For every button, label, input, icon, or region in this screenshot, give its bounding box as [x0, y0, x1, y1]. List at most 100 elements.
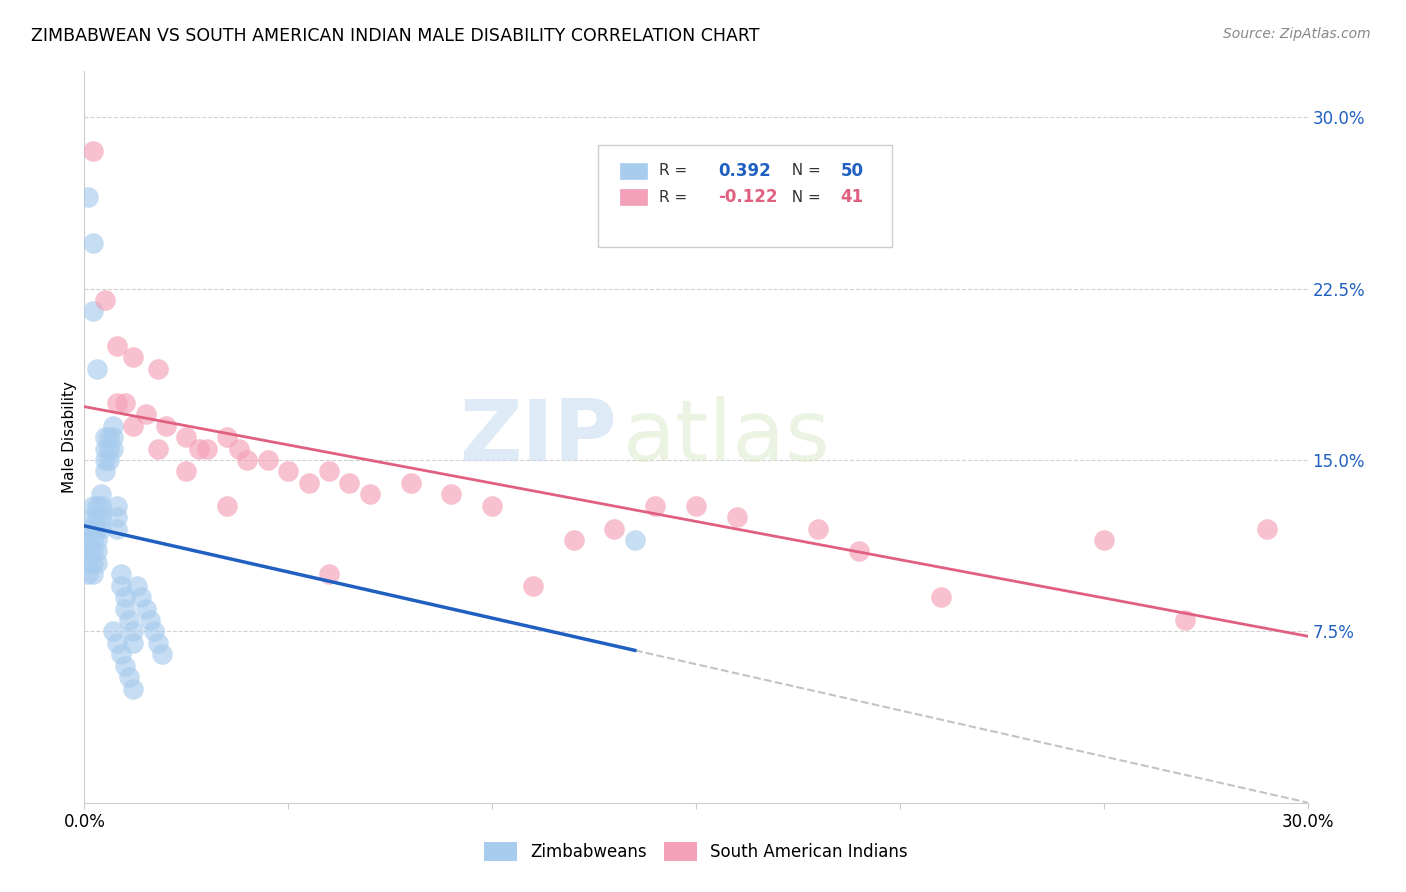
- Point: [624, 533, 647, 547]
- Point: [82, 533, 104, 547]
- Point: [105, 510, 128, 524]
- Point: [101, 442, 124, 456]
- Point: [97, 442, 120, 456]
- Point: [174, 430, 197, 444]
- Point: [1174, 613, 1197, 627]
- Point: [93, 464, 115, 478]
- Point: [77, 567, 100, 582]
- Point: [146, 361, 169, 376]
- Point: [110, 579, 132, 593]
- Text: N =: N =: [782, 163, 820, 178]
- Point: [86, 544, 108, 558]
- Text: atlas: atlas: [623, 395, 831, 479]
- Point: [131, 590, 153, 604]
- Point: [135, 601, 157, 615]
- Point: [195, 442, 218, 456]
- Text: 50: 50: [841, 161, 863, 180]
- Y-axis label: Male Disability: Male Disability: [62, 381, 77, 493]
- Point: [86, 510, 108, 524]
- Point: [440, 487, 463, 501]
- Point: [118, 670, 141, 684]
- Legend: Zimbabweans, South American Indians: Zimbabweans, South American Indians: [477, 835, 915, 868]
- Point: [562, 533, 585, 547]
- Point: [1092, 533, 1115, 547]
- Point: [114, 601, 136, 615]
- Point: [142, 624, 165, 639]
- Point: [122, 418, 145, 433]
- Point: [217, 430, 239, 444]
- Text: R =: R =: [659, 163, 692, 178]
- Point: [217, 499, 239, 513]
- Point: [90, 499, 112, 513]
- Point: [644, 499, 666, 513]
- Point: [82, 304, 104, 318]
- Point: [110, 567, 132, 582]
- Point: [105, 396, 128, 410]
- Point: [603, 521, 626, 535]
- Text: -0.122: -0.122: [718, 188, 778, 206]
- Point: [929, 590, 952, 604]
- Point: [122, 624, 145, 639]
- Point: [127, 579, 149, 593]
- Point: [135, 407, 157, 421]
- Point: [138, 613, 160, 627]
- Point: [150, 647, 173, 661]
- Point: [105, 499, 128, 513]
- Point: [110, 647, 132, 661]
- Point: [101, 430, 124, 444]
- Point: [82, 145, 104, 159]
- Point: [86, 556, 108, 570]
- Point: [77, 190, 100, 204]
- Point: [399, 475, 422, 490]
- Point: [93, 293, 115, 307]
- Point: [82, 235, 104, 250]
- Bar: [620, 189, 647, 205]
- Point: [77, 544, 100, 558]
- Point: [122, 636, 145, 650]
- Text: ZIP: ZIP: [458, 395, 616, 479]
- Point: [82, 567, 104, 582]
- Point: [101, 624, 124, 639]
- Bar: [620, 163, 647, 179]
- Point: [77, 533, 100, 547]
- Text: N =: N =: [782, 190, 820, 204]
- Point: [481, 499, 503, 513]
- Point: [93, 430, 115, 444]
- Point: [90, 487, 112, 501]
- Point: [114, 590, 136, 604]
- Point: [90, 510, 112, 524]
- Point: [93, 442, 115, 456]
- Point: [101, 418, 124, 433]
- Point: [82, 499, 104, 513]
- Point: [105, 636, 128, 650]
- Point: [86, 499, 108, 513]
- Point: [187, 442, 209, 456]
- Point: [725, 510, 748, 524]
- Text: 41: 41: [841, 188, 863, 206]
- Point: [298, 475, 321, 490]
- Point: [86, 361, 108, 376]
- Point: [97, 430, 120, 444]
- Point: [122, 681, 145, 696]
- Point: [228, 442, 250, 456]
- Point: [77, 556, 100, 570]
- Point: [848, 544, 870, 558]
- Point: [93, 453, 115, 467]
- Point: [118, 613, 141, 627]
- Point: [339, 475, 361, 490]
- Point: [82, 556, 104, 570]
- Point: [1256, 521, 1278, 535]
- Text: 0.392: 0.392: [718, 161, 770, 180]
- Point: [86, 533, 108, 547]
- Point: [257, 453, 280, 467]
- Point: [522, 579, 544, 593]
- Point: [318, 567, 340, 582]
- Point: [318, 464, 340, 478]
- Point: [359, 487, 381, 501]
- Point: [685, 499, 707, 513]
- Point: [97, 453, 120, 467]
- Point: [82, 544, 104, 558]
- Point: [277, 464, 299, 478]
- Point: [90, 521, 112, 535]
- Point: [77, 521, 100, 535]
